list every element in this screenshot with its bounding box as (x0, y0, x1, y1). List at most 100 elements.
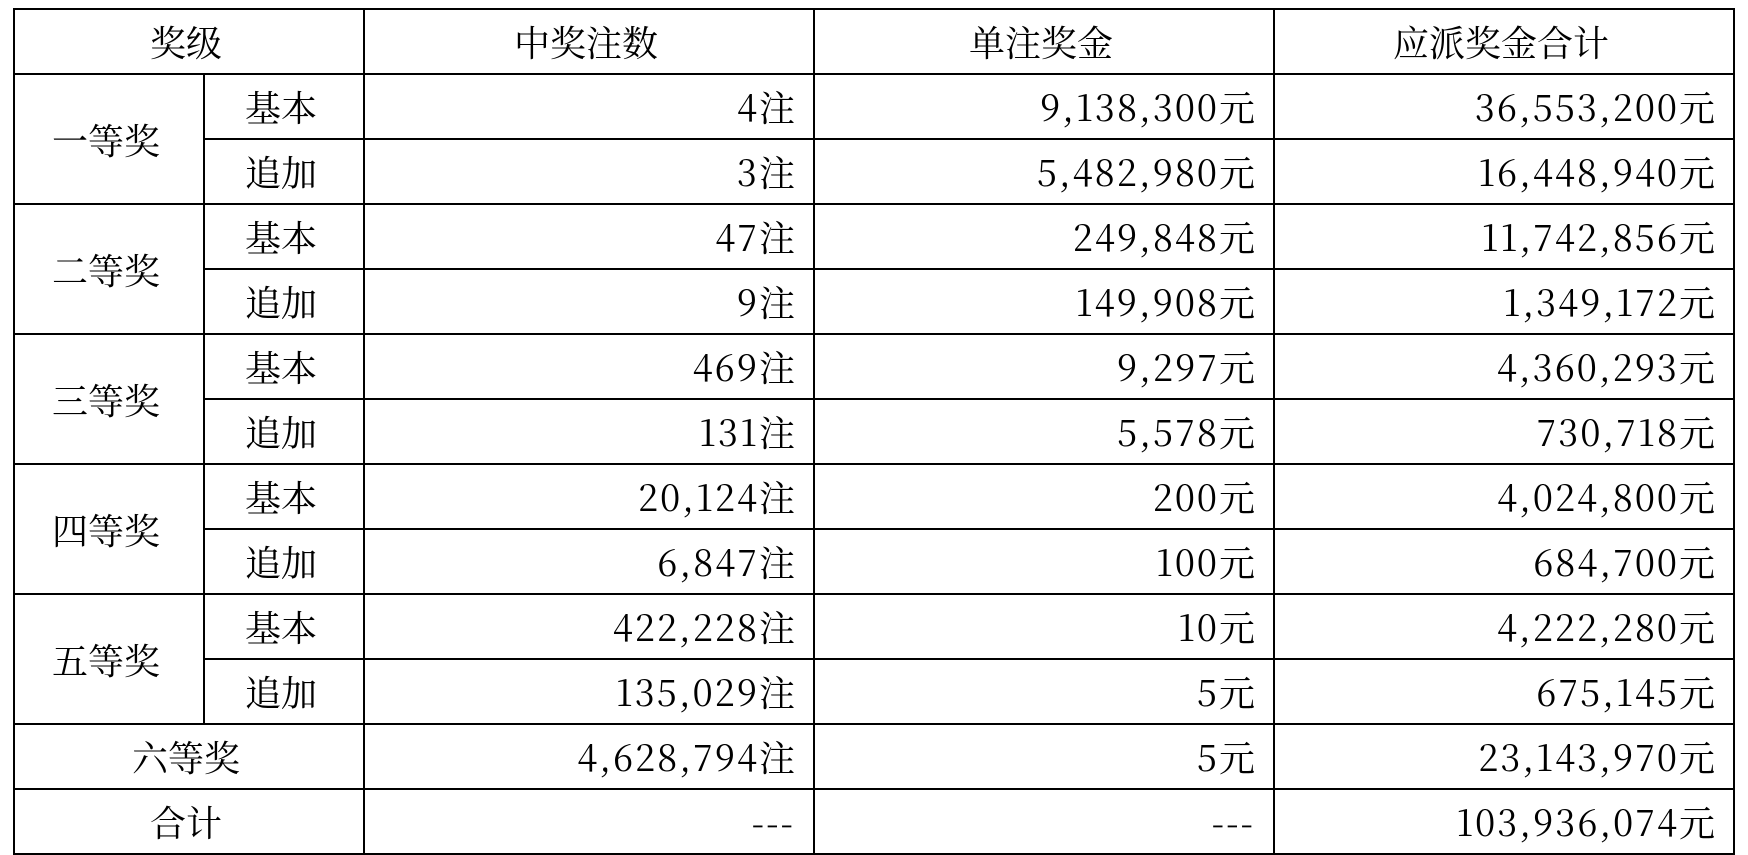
subtype-label: 追加 (204, 529, 364, 594)
unit-bets: 注 (759, 536, 795, 587)
cell-value: 135,029 (616, 666, 759, 717)
table-row: 一等奖 基本 4注 9,138,300元 36,553,200元 (14, 74, 1734, 139)
unit-money: 元 (1219, 81, 1255, 132)
table-row: 四等奖 基本 20,124注 200元 4,024,800元 (14, 464, 1734, 529)
cell-total: 1,349,172元 (1274, 269, 1734, 334)
table-row: 追加 131注 5,578元 730,718元 (14, 399, 1734, 464)
cell-bets: 9注 (364, 269, 814, 334)
unit-bets: 注 (759, 211, 795, 262)
cell-bets: 3注 (364, 139, 814, 204)
unit-bets: 注 (759, 81, 795, 132)
cell-value: 23,143,970 (1478, 731, 1679, 782)
cell-bets: 135,029注 (364, 659, 814, 724)
table-row: 二等奖 基本 47注 249,848元 11,742,856元 (14, 204, 1734, 269)
level-label: 三等奖 (14, 334, 204, 464)
subtype-label: 追加 (204, 139, 364, 204)
cell-value: 149,908 (1076, 276, 1219, 327)
subtype-label: 基本 (204, 594, 364, 659)
unit-money: 元 (1679, 471, 1715, 522)
cell-total: 23,143,970元 (1274, 724, 1734, 789)
totals-row: 合计 --- --- 103,936,074元 (14, 789, 1734, 854)
cell-unit: 200元 (814, 464, 1274, 529)
cell-value: 5 (1197, 666, 1219, 717)
unit-money: 元 (1219, 211, 1255, 262)
cell-value: 200 (1153, 471, 1219, 522)
cell-total: 16,448,940元 (1274, 139, 1734, 204)
header-bets: 中奖注数 (364, 9, 814, 74)
cell-total: 684,700元 (1274, 529, 1734, 594)
table-row: 追加 6,847注 100元 684,700元 (14, 529, 1734, 594)
totals-unit: --- (814, 789, 1274, 854)
totals-label: 合计 (14, 789, 364, 854)
unit-money: 元 (1219, 146, 1255, 197)
level-label: 四等奖 (14, 464, 204, 594)
cell-value: 9,297 (1117, 341, 1219, 392)
cell-value: 5,578 (1117, 406, 1219, 457)
level-label: 六等奖 (14, 724, 364, 789)
unit-money: 元 (1679, 406, 1715, 457)
cell-value: --- (752, 796, 795, 847)
cell-unit: 5,482,980元 (814, 139, 1274, 204)
level-label: 一等奖 (14, 74, 204, 204)
cell-bets: 47注 (364, 204, 814, 269)
cell-bets: 20,124注 (364, 464, 814, 529)
cell-value: 11,742,856 (1481, 211, 1679, 262)
cell-value: 469 (693, 341, 759, 392)
unit-money: 元 (1219, 276, 1255, 327)
cell-value: 684,700 (1533, 536, 1679, 587)
table-row: 追加 3注 5,482,980元 16,448,940元 (14, 139, 1734, 204)
cell-unit: 249,848元 (814, 204, 1274, 269)
subtype-label: 基本 (204, 334, 364, 399)
unit-money: 元 (1219, 406, 1255, 457)
cell-value: 10 (1178, 601, 1219, 652)
unit-money: 元 (1679, 146, 1715, 197)
header-total: 应派奖金合计 (1274, 9, 1734, 74)
unit-bets: 注 (759, 406, 795, 457)
unit-bets: 注 (759, 471, 795, 522)
cell-unit: 100元 (814, 529, 1274, 594)
level-label: 五等奖 (14, 594, 204, 724)
cell-value: 730,718 (1537, 406, 1679, 457)
cell-unit: 5元 (814, 659, 1274, 724)
cell-value: 249,848 (1073, 211, 1219, 262)
unit-bets: 注 (759, 146, 795, 197)
cell-unit: 149,908元 (814, 269, 1274, 334)
subtype-label: 追加 (204, 269, 364, 334)
cell-bets: 131注 (364, 399, 814, 464)
cell-value: 47 (715, 211, 759, 262)
cell-value: 422,228 (613, 601, 759, 652)
table-row: 追加 135,029注 5元 675,145元 (14, 659, 1734, 724)
table-row: 追加 9注 149,908元 1,349,172元 (14, 269, 1734, 334)
cell-value: 131 (699, 406, 759, 457)
cell-unit: 5,578元 (814, 399, 1274, 464)
cell-unit: 10元 (814, 594, 1274, 659)
cell-value: 20,124 (638, 471, 759, 522)
cell-value: 103,936,074 (1456, 796, 1679, 847)
subtype-label: 基本 (204, 204, 364, 269)
cell-value: 36,553,200 (1475, 81, 1679, 132)
unit-bets: 注 (759, 341, 795, 392)
unit-money: 元 (1679, 796, 1715, 847)
unit-money: 元 (1679, 601, 1715, 652)
prize-table: 奖级 中奖注数 单注奖金 应派奖金合计 一等奖 基本 4注 9,138,300元… (13, 8, 1735, 855)
cell-value: 5,482,980 (1037, 146, 1219, 197)
totals-total: 103,936,074元 (1274, 789, 1734, 854)
cell-bets: 469注 (364, 334, 814, 399)
subtype-label: 基本 (204, 464, 364, 529)
cell-total: 730,718元 (1274, 399, 1734, 464)
subtype-label: 基本 (204, 74, 364, 139)
cell-bets: 4,628,794注 (364, 724, 814, 789)
cell-value: 5 (1197, 731, 1219, 782)
unit-bets: 注 (759, 666, 795, 717)
cell-value: 675,145 (1536, 666, 1679, 717)
level-label: 二等奖 (14, 204, 204, 334)
unit-money: 元 (1679, 81, 1715, 132)
unit-money: 元 (1679, 731, 1715, 782)
subtype-label: 追加 (204, 659, 364, 724)
cell-value: 6,847 (657, 536, 759, 587)
cell-value: 1,349,172 (1503, 276, 1679, 327)
unit-bets: 注 (759, 276, 795, 327)
cell-bets: 422,228注 (364, 594, 814, 659)
table-row: 三等奖 基本 469注 9,297元 4,360,293元 (14, 334, 1734, 399)
unit-money: 元 (1679, 536, 1715, 587)
